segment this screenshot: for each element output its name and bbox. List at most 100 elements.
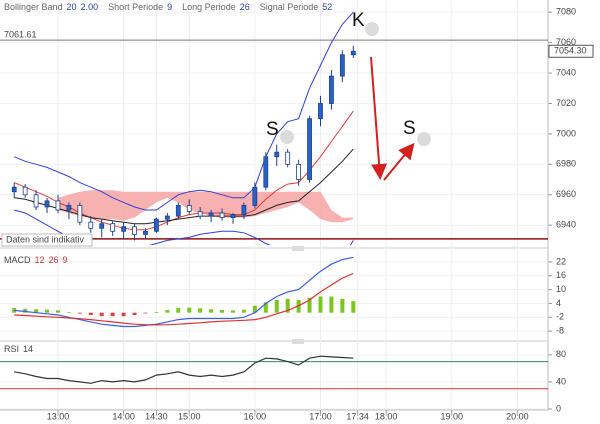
- legend-item: 14: [23, 344, 33, 354]
- x-tick-label: 20:00: [506, 411, 529, 421]
- price-box: [548, 44, 594, 58]
- series-line: [14, 355, 354, 384]
- candle-body: [11, 186, 17, 193]
- y-tick-label: 7060: [556, 37, 576, 47]
- histogram-bar: [66, 312, 71, 313]
- reference-label: 7061.61: [4, 30, 37, 40]
- candle-body: [307, 118, 312, 180]
- histogram-bar: [351, 301, 356, 313]
- arrow: [383, 142, 415, 181]
- candle-body: [197, 211, 203, 217]
- y-tick-label: 7020: [556, 98, 576, 108]
- histogram-bar: [230, 310, 235, 313]
- x-tick-label: 13:00: [47, 411, 70, 421]
- candle-body: [263, 156, 269, 188]
- candle-body: [132, 226, 137, 235]
- candle-body: [22, 186, 28, 196]
- histogram-bar: [143, 312, 148, 314]
- candle-body: [329, 75, 334, 104]
- note: Daten sind indikativ: [6, 234, 85, 244]
- legend-item: 26: [240, 2, 250, 12]
- histogram-bar: [23, 308, 28, 313]
- candle-body: [44, 200, 50, 208]
- legend-item: 20: [67, 2, 77, 12]
- histogram-bar: [121, 312, 126, 317]
- note-box: [1, 233, 93, 247]
- series-line: [14, 272, 354, 326]
- candle-body: [285, 151, 291, 165]
- candle-body: [66, 205, 72, 211]
- candle-body: [219, 212, 225, 219]
- candle-body: [175, 205, 181, 217]
- x-tick-label: 18:00: [375, 411, 398, 421]
- histogram-bar: [241, 309, 246, 313]
- candle-body: [296, 163, 302, 180]
- legend-item: 26: [49, 255, 59, 265]
- legend-item: Long Periode: [182, 2, 236, 12]
- panel-title: MACD 12 26 9: [4, 255, 68, 265]
- histogram-bar: [307, 297, 312, 313]
- legend-item: 9: [63, 255, 68, 265]
- marker-shadow: [365, 22, 379, 36]
- candle-body: [241, 205, 247, 215]
- candle-body: [339, 54, 345, 77]
- histogram-bar: [99, 312, 104, 317]
- y-tick-label: -2: [556, 312, 564, 322]
- legend-item: 9: [167, 2, 172, 12]
- y-tick-label: 4: [556, 298, 561, 308]
- price-label: 7054.30: [554, 46, 587, 56]
- histogram-bar: [274, 300, 279, 313]
- y-tick-label: 40: [556, 376, 566, 386]
- y-tick-label: 0: [556, 403, 561, 413]
- series-line: [14, 11, 354, 211]
- x-tick-label: 16:00: [244, 411, 267, 421]
- y-tick-label: -8: [556, 326, 564, 336]
- legend-item: 2.00: [81, 2, 99, 12]
- annotations: S K S Daten sind indikativ: [1, 10, 431, 247]
- histogram-bar: [209, 309, 214, 313]
- panel-title: RSI 14: [4, 344, 33, 354]
- legend-item: Short Periode: [108, 2, 163, 12]
- y-tick-label: 7080: [556, 7, 576, 17]
- annotation: S: [403, 118, 416, 139]
- candle-body: [164, 215, 170, 220]
- histogram-bar: [45, 309, 50, 313]
- x-tick-label: 14:30: [145, 411, 168, 421]
- candle-body: [318, 103, 323, 120]
- candle-body: [274, 151, 280, 158]
- candle-body: [88, 221, 94, 229]
- legend: Bollinger Band 20 2.00 Short Periode 9 Long P…: [4, 2, 332, 12]
- y-tick-label: 6960: [556, 189, 576, 199]
- y-tick-label: 6940: [556, 220, 576, 230]
- y-tick-label: 6980: [556, 159, 576, 169]
- histogram-bar: [34, 309, 39, 313]
- y-tick-label: 10: [556, 284, 566, 294]
- annotation: S: [266, 119, 279, 140]
- histogram-bar: [165, 309, 170, 313]
- candle-body: [110, 223, 116, 232]
- legend-item: 52: [322, 2, 332, 12]
- candle-body: [33, 194, 39, 208]
- x-tick-label: 17:00: [309, 411, 332, 421]
- histogram-bar: [77, 312, 82, 314]
- cloud-area: [58, 190, 354, 223]
- histogram-bar: [263, 302, 268, 313]
- legend-item: 12: [35, 255, 45, 265]
- marker-shadow: [280, 130, 294, 144]
- resize-grip[interactable]: [292, 339, 304, 344]
- candle-body: [121, 226, 127, 232]
- histogram-bar: [252, 305, 257, 313]
- candle-body: [77, 205, 83, 223]
- candle-body: [55, 200, 61, 211]
- candle-body: [230, 214, 236, 219]
- histogram-bar: [176, 308, 181, 313]
- y-tick-label: 16: [556, 270, 566, 280]
- arrow: [370, 56, 388, 180]
- candle-body: [99, 223, 105, 229]
- x-tick-label: 14:00: [112, 411, 135, 421]
- annotation: K: [352, 10, 365, 31]
- resize-grip[interactable]: [292, 246, 304, 251]
- histogram-bar: [285, 298, 290, 313]
